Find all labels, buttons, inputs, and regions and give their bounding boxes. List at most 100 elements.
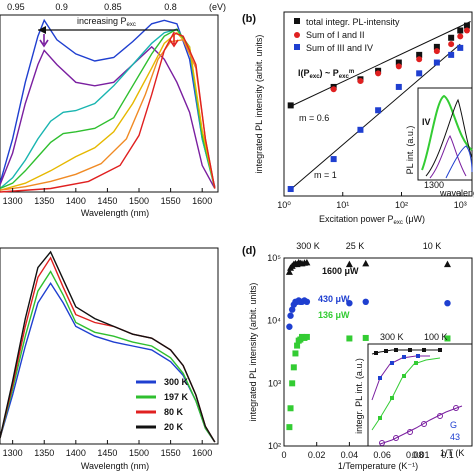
data-point (416, 56, 423, 63)
inset-data-point (384, 349, 388, 353)
data-point (375, 70, 382, 77)
spectrum-line-1 (0, 45, 216, 189)
power-law-equation: I(Pexc) ~ Pexcm (298, 68, 354, 80)
legend-label-sum-i-ii: Sum of I and II (306, 30, 365, 40)
spectrum-line-0 (0, 18, 216, 187)
panel-b-ylabel: integrated PL intensity (arbit. units) (254, 35, 264, 174)
series-label-1600uw: 1600 μW (322, 266, 359, 276)
panel-d-top-tick-10k: 10 K (423, 241, 442, 251)
inset-data-point (378, 416, 382, 420)
inset-d-x-tick: 0.01 (412, 450, 430, 460)
panel-d-top-tick-25k: 25 K (346, 241, 365, 251)
inset-green-curve (421, 94, 473, 171)
inset-data-point (393, 435, 399, 441)
panel-b-plot-area (287, 21, 471, 193)
x-tick-label: 1350 (34, 196, 54, 206)
spectrum-line-3 (0, 250, 216, 443)
data-point (457, 33, 464, 40)
data-point (286, 323, 293, 330)
panel-a-plot-area (0, 18, 216, 193)
inset-data-point (414, 361, 418, 365)
slope-label-0-6: m = 0.6 (299, 113, 329, 123)
panel-b-inset: IV PL int. (a.u.) 1300 wavelength (405, 87, 474, 198)
panel-c-xlabel: Wavelength (nm) (81, 461, 149, 471)
inset-data-point (390, 396, 394, 400)
x-tick-label: 1550 (161, 448, 181, 458)
panel-a: 1300 1350 1400 1450 1500 1550 1600 0.95 0.9 0.85… (0, 2, 226, 218)
data-point (448, 41, 455, 48)
low-power-peak-arrow (39, 34, 49, 48)
spectrum-line-4 (0, 31, 216, 191)
panel-b: (b) 10⁰ 10¹ 10² 10³ Excitation power Pexc (… (242, 11, 474, 226)
data-point (289, 380, 296, 387)
data-point (303, 298, 311, 306)
x-tick-label: 0 (281, 450, 286, 460)
panel-d-xlabel: 1/Temperature (K⁻¹) (338, 461, 418, 471)
panel-d-plot-area (285, 258, 451, 431)
panel-d-ylabel: integrated PL intensity (arbit. units) (248, 283, 258, 422)
data-point (346, 299, 353, 307)
slope-label-1: m = 1 (314, 170, 337, 180)
x-tick-label: 1500 (129, 196, 149, 206)
x-tick-label: 10⁰ (277, 200, 291, 210)
data-point (395, 63, 402, 70)
data-point (395, 59, 402, 66)
data-point (375, 107, 382, 114)
data-point (457, 27, 464, 34)
legend-label-20k: 20 K (164, 422, 184, 432)
panel-b-legend: total integr. PL-intensity Sum of I and … (294, 17, 400, 53)
legend-label-197k: 197 K (164, 392, 189, 402)
inset-data-point (394, 348, 398, 352)
data-point (448, 34, 455, 41)
inset-curve-0 (371, 349, 442, 355)
inset-data-point (421, 421, 427, 427)
data-point (463, 22, 470, 29)
inset-data-point (402, 374, 406, 378)
series-label-430uw: 430 μW (318, 294, 350, 304)
data-point (395, 83, 402, 90)
fit-line-m-0-6 (288, 21, 471, 108)
top-tick-label: 0.9 (55, 2, 68, 12)
data-point (457, 44, 464, 51)
data-point (448, 51, 455, 58)
x-tick-label: 0.1 (441, 450, 454, 460)
inset-data-point (402, 355, 406, 359)
legend-marker-total (294, 18, 300, 24)
data-point (345, 260, 353, 268)
inset-data-point (390, 361, 394, 365)
top-tick-label: 0.85 (104, 2, 122, 12)
inset-top-tick-300k: 300 K (380, 332, 404, 342)
data-point (362, 334, 369, 341)
panel-b-label: (b) (242, 13, 256, 25)
data-point (287, 312, 294, 319)
data-point (286, 424, 293, 431)
y-tick-label: 10⁴ (267, 316, 281, 326)
x-tick-label: 1450 (97, 448, 117, 458)
panel-c-plot-area (0, 250, 216, 443)
inset-d-ylabel: integr. PL int. (a.u.) (354, 358, 364, 434)
x-tick-label: 0.08 (406, 450, 424, 460)
legend-label-300k: 300 K (164, 377, 189, 387)
data-point (444, 335, 451, 342)
data-point (294, 342, 301, 349)
panel-a-top-ticks: 0.95 0.9 0.85 0.8 (7, 2, 177, 12)
data-point (287, 186, 294, 193)
top-tick-label: 0.8 (164, 2, 177, 12)
data-point (433, 59, 440, 66)
increasing-arrow-head (38, 26, 46, 34)
x-tick-label: 10¹ (336, 200, 349, 210)
x-tick-label: 1300 (3, 448, 23, 458)
panel-d: (d) 0 0.02 0.04 0.06 0.08 0.1 10² 10³ 10⁴ 10⁵ 30… (242, 241, 473, 471)
spectrum-line-1 (0, 270, 216, 443)
high-power-peak-arrow (169, 34, 179, 48)
spectrum-line-3 (0, 28, 216, 190)
panel-c-legend: 300 K 197 K 80 K 20 K (136, 377, 189, 432)
inset-d-label-g: G (450, 420, 457, 430)
legend-label-sum-iii-iv: Sum of III and IV (306, 43, 373, 53)
inset-data-point (422, 348, 426, 352)
inset-peak-label: IV (422, 117, 431, 127)
panel-b-xlabel: Excitation power Pexc (μW) (319, 214, 425, 226)
inset-d-label-43: 43 (450, 432, 460, 442)
data-point (330, 86, 337, 93)
